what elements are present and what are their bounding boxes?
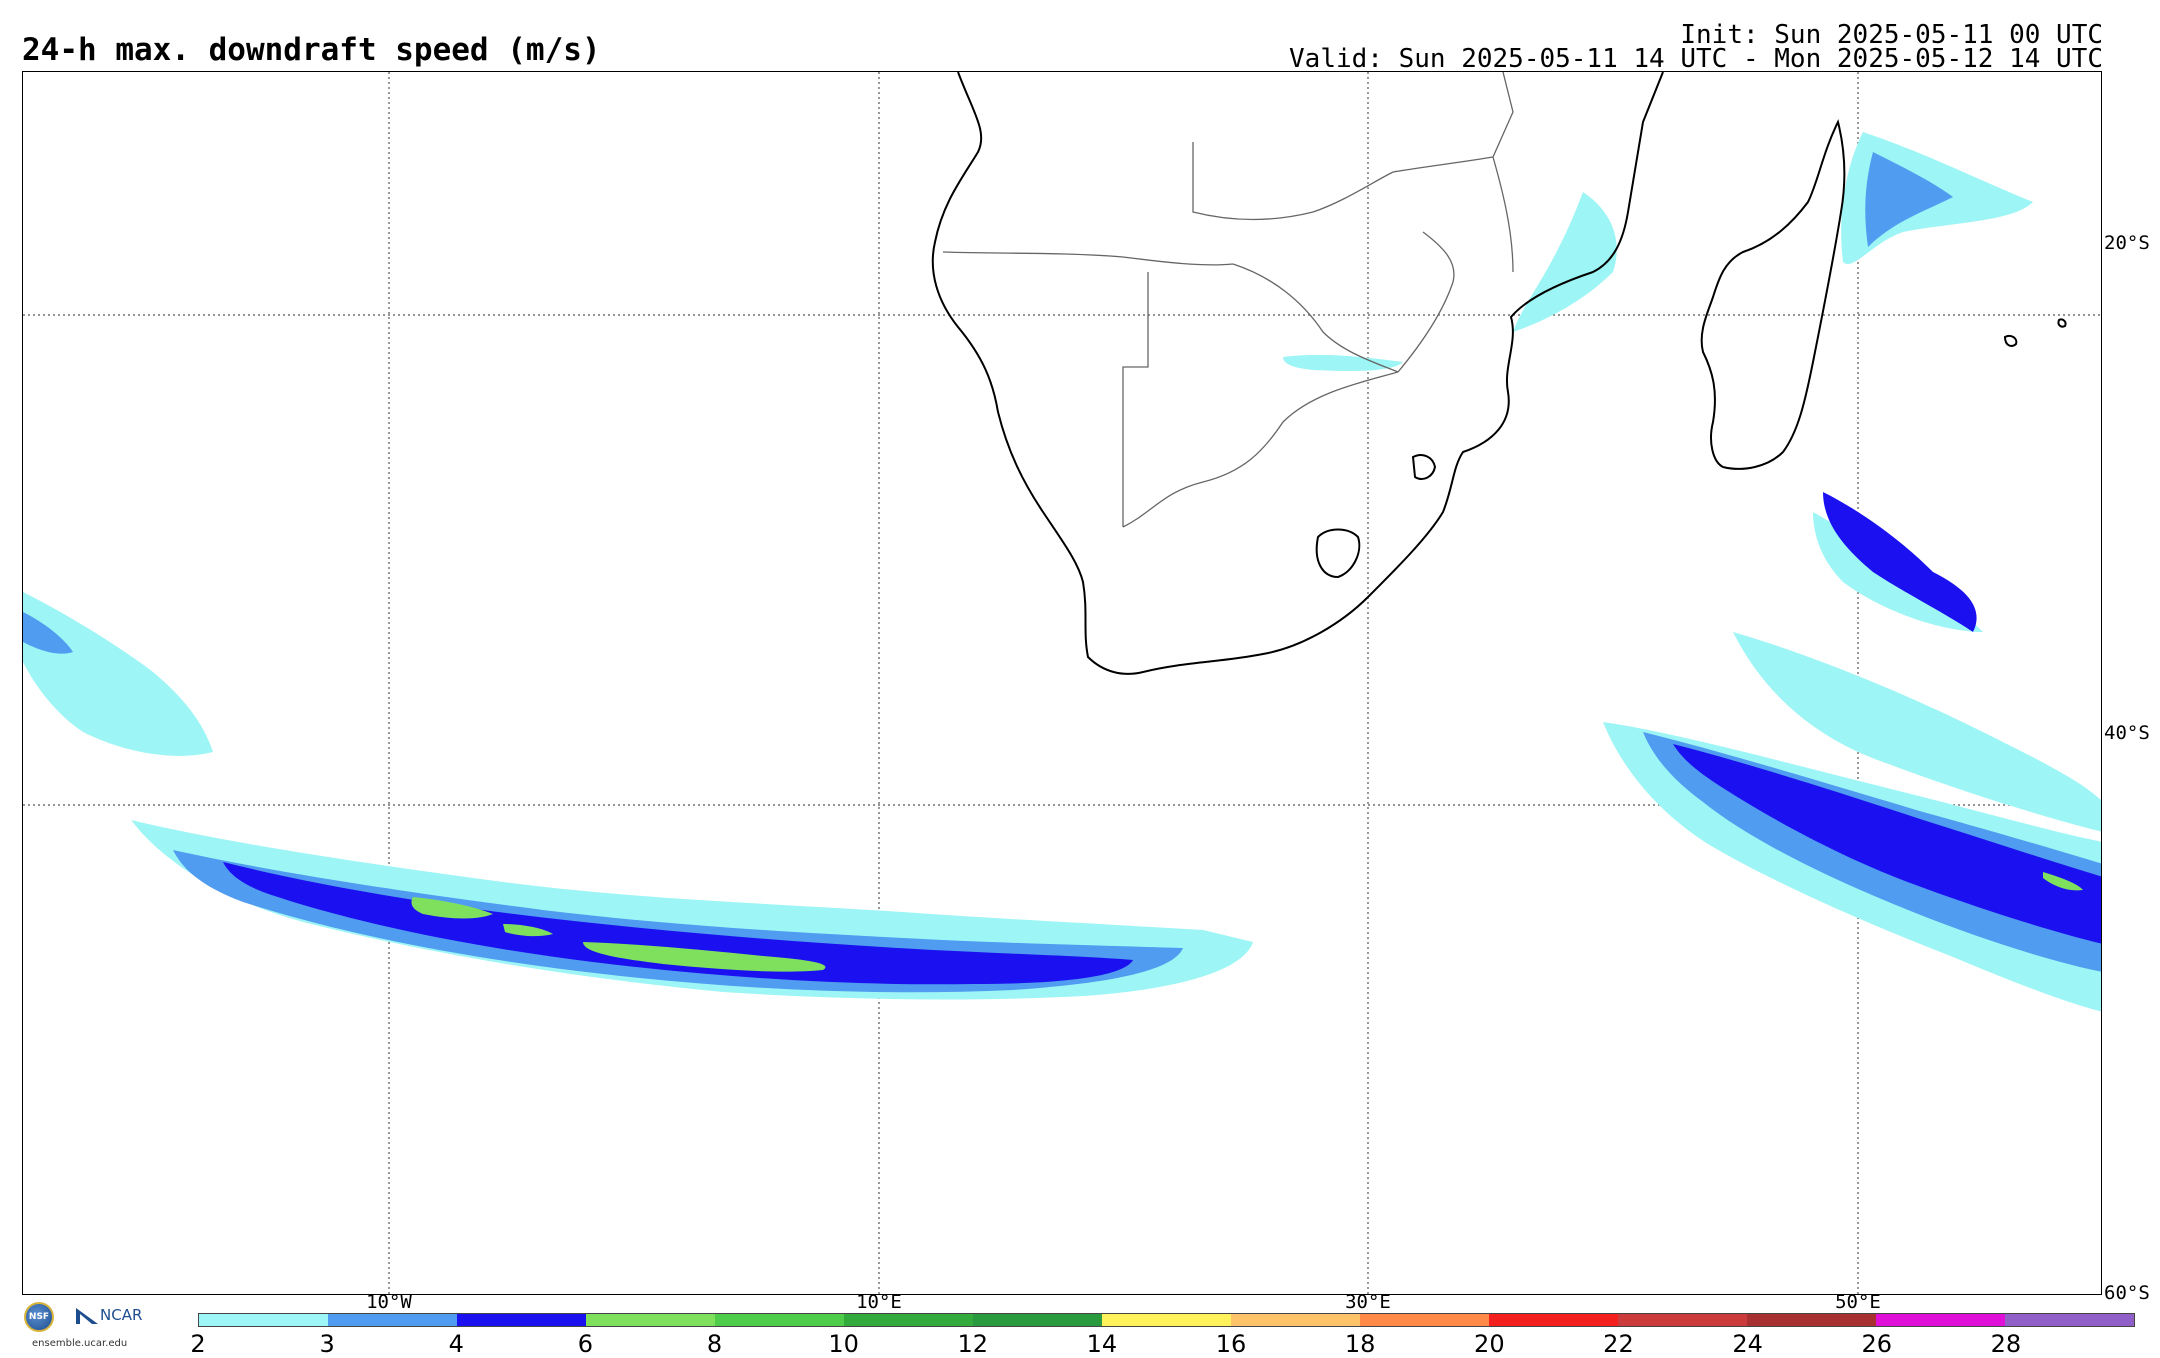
colorbar-segment <box>1360 1314 1489 1326</box>
country-borders <box>942 72 1514 528</box>
border-zimbabwe-mozambique <box>1397 231 1455 373</box>
colorbar-segment <box>1102 1314 1231 1326</box>
colorbar <box>198 1313 2135 1327</box>
colorbar-segment <box>1231 1314 1360 1326</box>
lon-label-10w: 10°W <box>366 1291 412 1313</box>
field-2-3-mozambique <box>1513 192 1617 332</box>
small-island-2 <box>2057 318 2067 328</box>
ncar-logo-icon <box>76 1308 98 1324</box>
init-time: Init: Sun 2025-05-11 00 UTC <box>1680 20 2103 50</box>
colorbar-tick-label: 28 <box>1990 1330 2022 1358</box>
colorbar-tick-label: 16 <box>1215 1330 1247 1358</box>
colorbar-tick-label: 26 <box>1861 1330 1892 1358</box>
map-title: 24-h max. downdraft speed (m/s) <box>22 32 601 68</box>
lon-label-50e: 50°E <box>1835 1291 1881 1313</box>
colorbar-segment <box>586 1314 715 1326</box>
field-4-6-madagascar-e <box>1865 152 1953 247</box>
field-4-6-west <box>223 862 1133 985</box>
field-2-3-botswana <box>1283 354 1403 372</box>
map-panel[interactable] <box>22 71 2102 1295</box>
small-island-1 <box>2003 334 2018 347</box>
colorbar-tick-label: 8 <box>706 1330 723 1358</box>
colorbar-tick-label: 10 <box>828 1330 859 1358</box>
colorbar-tick-label: 14 <box>1086 1330 1118 1358</box>
border-malawi <box>1492 156 1514 273</box>
field-6-8-west-a <box>411 897 493 919</box>
colorbar-segment <box>1489 1314 1618 1326</box>
africa-coastline <box>931 72 1664 675</box>
lat-label-20s: 20°S <box>2104 232 2150 254</box>
border-drc-zambia <box>1192 142 1394 221</box>
border-namibia-botswana <box>1122 272 1149 527</box>
colorbar-segment <box>844 1314 973 1326</box>
colorbar-segment <box>973 1314 1102 1326</box>
downdraft-field-northeast <box>23 132 2101 832</box>
downdraft-field-southeast <box>1603 722 2101 1012</box>
eswatini-border <box>1411 454 1437 480</box>
border-tanzania-malawi <box>1392 72 1514 173</box>
colorbar-tick-label: 18 <box>1344 1330 1376 1358</box>
lon-label-30e: 30°E <box>1345 1291 1391 1313</box>
nsf-ncar-logo: NSF NCAR ensemble.ucar.edu <box>22 1298 157 1354</box>
lesotho-border <box>1315 528 1361 579</box>
colorbar-segment <box>2005 1314 2134 1326</box>
field-4-6-west-scatter <box>23 612 73 654</box>
lon-label-10e: 10°E <box>856 1291 902 1313</box>
colorbar-tick-label: 3 <box>319 1330 335 1358</box>
logo-url: ensemble.ucar.edu <box>32 1338 128 1349</box>
field-2-3-west-scatter <box>23 592 213 756</box>
ncar-logo-text: NCAR <box>100 1306 143 1324</box>
colorbar-tick-label: 4 <box>448 1330 464 1358</box>
colorbar-segment <box>328 1314 457 1326</box>
colorbar-tick-label: 20 <box>1474 1330 1505 1358</box>
colorbar-segment <box>1618 1314 1747 1326</box>
lat-label-40s: 40°S <box>2104 722 2150 744</box>
colorbar-tick-label: 24 <box>1732 1330 1763 1358</box>
field-6-8-west-c <box>503 924 553 937</box>
colorbar-segment <box>199 1314 328 1326</box>
coastlines <box>931 72 2067 675</box>
valid-time: Valid: Sun 2025-05-11 14 UTC - Mon 2025-… <box>1289 44 2103 74</box>
colorbar-segment <box>457 1314 586 1326</box>
lat-label-60s: 60°S <box>2104 1282 2150 1304</box>
border-botswana-sa <box>1122 371 1399 528</box>
field-2-3-southeast-mid <box>1733 632 2101 832</box>
colorbar-tick-label: 12 <box>957 1330 989 1358</box>
colorbar-tick-label: 6 <box>577 1330 594 1358</box>
field-6-8-west-b <box>583 942 826 972</box>
border-angola-namibia <box>942 251 1234 266</box>
field-4-6-east <box>1673 744 2101 944</box>
field-4-6-southeast-upper <box>1823 492 1977 632</box>
colorbar-segment <box>1747 1314 1876 1326</box>
map-canvas <box>23 72 2101 1294</box>
field-6-8-east <box>2043 872 2083 891</box>
nsf-logo-icon: NSF <box>24 1302 54 1332</box>
madagascar-coastline <box>1700 119 1846 470</box>
colorbar-segment <box>715 1314 844 1326</box>
downdraft-field-southwest <box>131 820 1253 1000</box>
colorbar-tick-label: 2 <box>190 1330 206 1358</box>
colorbar-segment <box>1876 1314 2005 1326</box>
colorbar-tick-label: 22 <box>1603 1330 1634 1358</box>
border-zambia-zimbabwe <box>1232 263 1399 373</box>
